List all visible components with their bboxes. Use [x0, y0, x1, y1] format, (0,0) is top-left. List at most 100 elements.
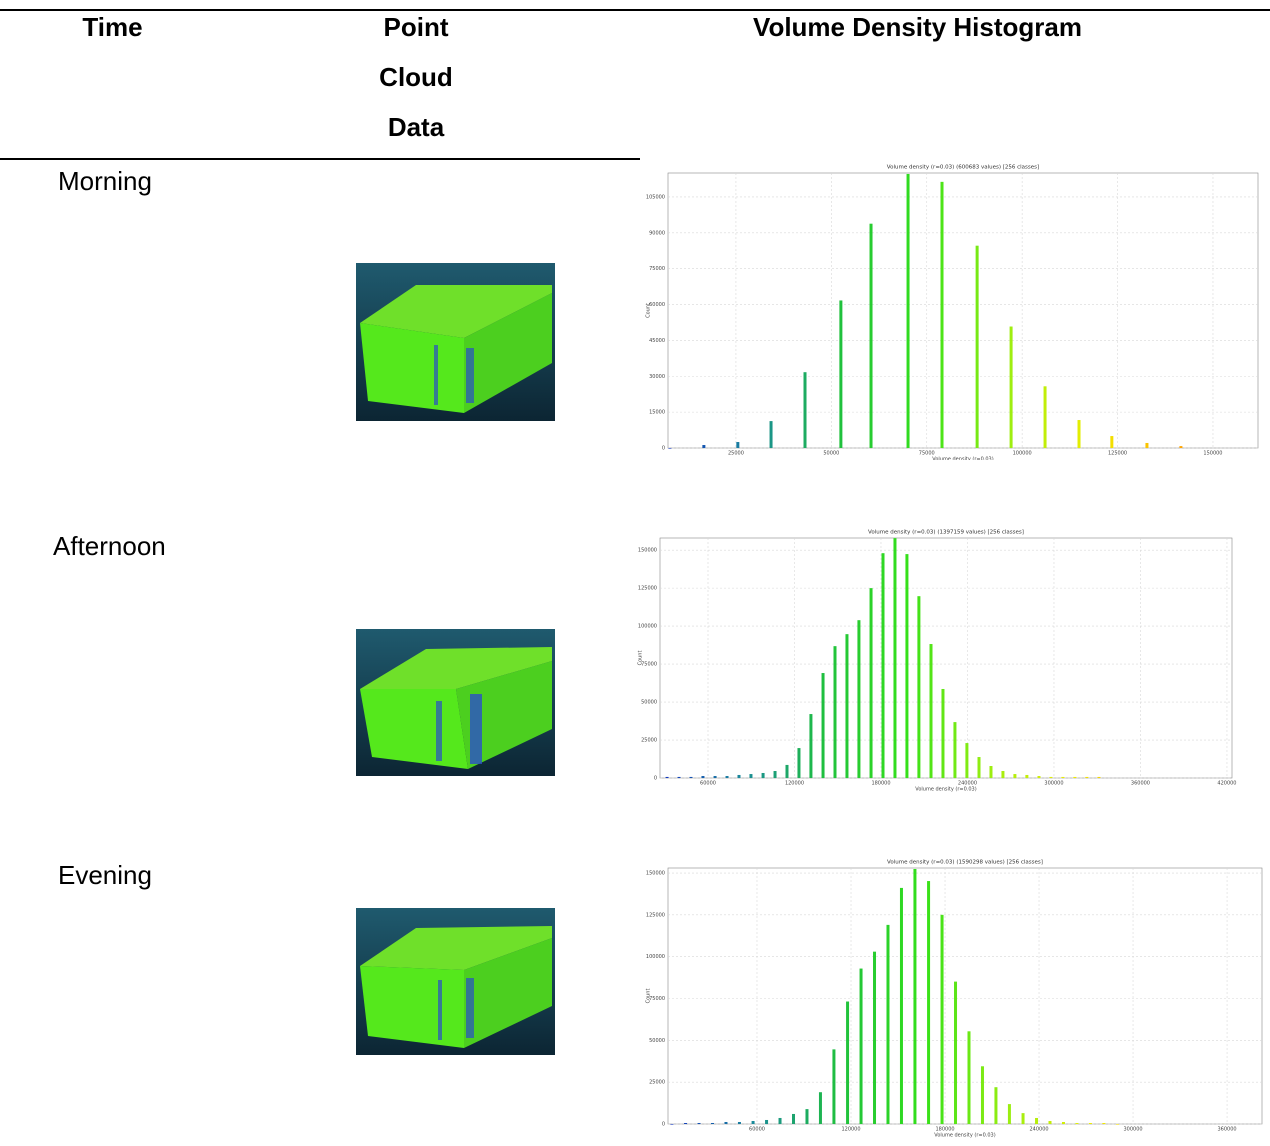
bar	[1078, 420, 1081, 448]
bar	[792, 1114, 795, 1124]
bar	[797, 748, 800, 778]
bar	[1025, 775, 1028, 778]
point-cloud-image	[356, 263, 555, 421]
chart-title: Volume density (r=0.03) (1397159 values)…	[868, 530, 1024, 536]
x-tick-label: 60000	[700, 781, 716, 787]
bar	[1085, 777, 1088, 778]
bar	[927, 881, 930, 1124]
y-tick-label: 25000	[641, 738, 657, 744]
bar	[678, 777, 681, 778]
bar	[1001, 771, 1004, 778]
bar	[1061, 777, 1064, 778]
header-rule	[0, 158, 640, 160]
row-label: Morning	[58, 166, 152, 197]
bar	[873, 952, 876, 1124]
x-tick-label: 240000	[1029, 1127, 1048, 1133]
bar	[846, 1002, 849, 1124]
bar	[698, 1123, 701, 1124]
bar	[882, 553, 885, 778]
x-tick-label: 360000	[1131, 781, 1150, 787]
bar	[804, 372, 807, 448]
bar	[832, 1049, 835, 1124]
plot-area	[660, 538, 1232, 778]
bar	[762, 773, 765, 778]
bar	[701, 776, 704, 778]
x-tick-label: 60000	[749, 1127, 765, 1133]
y-tick-label: 50000	[641, 700, 657, 706]
point-cloud-image	[356, 629, 555, 776]
row-label: Evening	[58, 860, 152, 891]
x-tick-label: 300000	[1044, 781, 1063, 787]
bar	[1145, 443, 1148, 448]
x-tick-label: 300000	[1123, 1127, 1142, 1133]
bar	[702, 445, 705, 448]
bar	[1037, 776, 1040, 778]
bar	[976, 246, 979, 448]
x-tick-label: 50000	[823, 451, 839, 457]
y-tick-label: 105000	[646, 194, 665, 200]
bar	[711, 1123, 714, 1124]
bar	[1049, 1121, 1052, 1124]
chart-title: Volume density (r=0.03) (600683 values) …	[887, 165, 1039, 171]
y-tick-label: 125000	[646, 912, 665, 918]
bar	[1110, 436, 1113, 448]
bar	[860, 969, 863, 1124]
bar	[1010, 327, 1013, 448]
y-tick-label: 150000	[638, 548, 657, 554]
bar	[953, 722, 956, 778]
bar	[785, 765, 788, 778]
y-axis-label: Count	[646, 989, 652, 1004]
bar	[839, 300, 842, 448]
bar	[822, 673, 825, 778]
bar	[736, 442, 739, 448]
y-tick-label: 25000	[649, 1080, 665, 1086]
bar	[893, 538, 896, 778]
bar	[981, 1066, 984, 1124]
bar	[1089, 1123, 1092, 1124]
x-axis-label: Volume density (r=0.03)	[932, 457, 993, 461]
bar	[668, 448, 671, 449]
y-tick-label: 15000	[649, 410, 665, 416]
bar	[724, 1122, 727, 1124]
bar	[870, 588, 873, 778]
y-tick-label: 150000	[646, 871, 665, 877]
bar	[989, 766, 992, 778]
chart-title: Volume density (r=0.03) (1590298 values)…	[887, 860, 1043, 866]
y-tick-label: 50000	[649, 1038, 665, 1044]
header-point-cloud: Point Cloud Data	[366, 2, 466, 152]
bar	[737, 775, 740, 778]
bar	[805, 1109, 808, 1124]
x-tick-label: 100000	[1013, 451, 1032, 457]
bar	[917, 596, 920, 778]
bar	[670, 1124, 673, 1125]
y-tick-label: 0	[654, 776, 657, 782]
bar	[752, 1121, 755, 1124]
bar	[907, 174, 910, 448]
header-time: Time	[40, 2, 185, 52]
bar	[689, 777, 692, 778]
bar	[1116, 1124, 1119, 1125]
bar	[774, 771, 777, 778]
bar	[809, 714, 812, 778]
bar	[1179, 446, 1182, 448]
bar	[870, 224, 873, 448]
x-tick-label: 150000	[1203, 451, 1222, 457]
x-tick-label: 120000	[785, 781, 804, 787]
bar	[726, 776, 729, 778]
y-tick-label: 45000	[649, 338, 665, 344]
y-axis-label: Count	[646, 303, 652, 318]
bar	[900, 888, 903, 1124]
y-tick-label: 30000	[649, 374, 665, 380]
y-axis-label: Count	[638, 651, 644, 666]
x-tick-label: 120000	[841, 1127, 860, 1133]
bar	[1008, 1104, 1011, 1124]
bar	[967, 1031, 970, 1124]
bar	[738, 1122, 741, 1124]
bar	[666, 777, 669, 778]
header-histogram: Volume Density Histogram	[660, 2, 1175, 52]
x-axis-label: Volume density (r=0.03)	[915, 787, 976, 793]
x-tick-label: 420000	[1217, 781, 1236, 787]
bar	[749, 774, 752, 778]
bar	[1035, 1118, 1038, 1124]
